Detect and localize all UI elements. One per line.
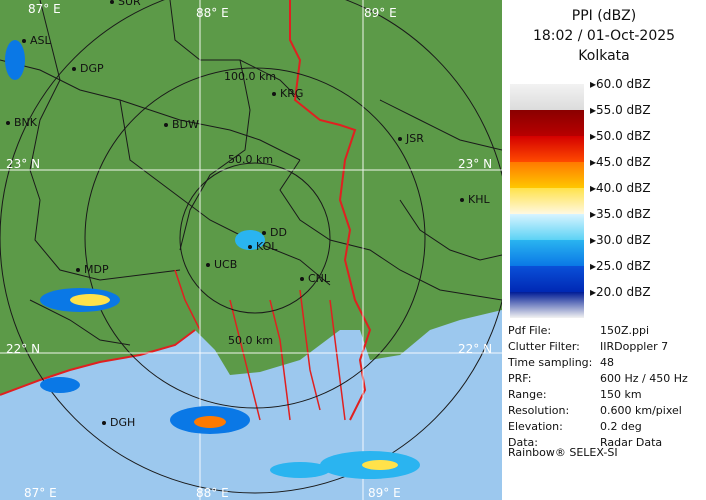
legend-swatch bbox=[510, 214, 584, 240]
lon-label-87-top: 87° E bbox=[28, 2, 61, 16]
lon-label-89-top: 89° E bbox=[364, 6, 397, 20]
city-krg: KRG bbox=[272, 87, 303, 100]
info-key: Data: bbox=[508, 436, 538, 449]
legend-swatch bbox=[510, 188, 584, 214]
ring-label-50km-south: 50.0 km bbox=[228, 334, 274, 347]
district-boundaries bbox=[0, 0, 502, 346]
city-bdw: BDW bbox=[164, 118, 199, 131]
info-key: Range: bbox=[508, 388, 547, 401]
city-dgh: DGH bbox=[102, 416, 135, 429]
city-ucb: UCB bbox=[206, 258, 237, 271]
city-cnl: CNL bbox=[300, 272, 330, 285]
city-kol: KOL bbox=[248, 240, 277, 253]
info-value: 600 Hz / 450 Hz bbox=[600, 372, 688, 385]
info-key: Pdf File: bbox=[508, 324, 552, 337]
lat-label-22-left: 22° N bbox=[6, 342, 41, 356]
city-asl: ASL bbox=[22, 34, 51, 47]
legend-label: ▸40.0 dBZ bbox=[590, 181, 651, 195]
info-row: Time sampling: 48 bbox=[508, 356, 614, 369]
lat-label-23-left: 23° N bbox=[6, 157, 41, 171]
legend-label: ▸60.0 dBZ bbox=[590, 77, 651, 91]
city-dgp: DGP bbox=[72, 62, 104, 75]
legend-panel: PPI (dBZ) 18:02 / 01-Oct-2025 Kolkata ▸6… bbox=[502, 0, 706, 500]
legend-label: ▸25.0 dBZ bbox=[590, 259, 651, 273]
info-value: 0.600 km/pixel bbox=[600, 404, 682, 417]
ring-label-50km-north: 50.0 km bbox=[228, 153, 274, 166]
legend-label: ▸45.0 dBZ bbox=[590, 155, 651, 169]
radar-map[interactable]: 87° E 88° E 89° E 23° N 23° N 22° N 22° … bbox=[0, 0, 502, 500]
legend-label: ▸50.0 dBZ bbox=[590, 129, 651, 143]
range-rings bbox=[0, 0, 502, 494]
info-row: Range: 150 km bbox=[508, 388, 642, 401]
info-key: PRF: bbox=[508, 372, 532, 385]
lon-label-87-bottom: 87° E bbox=[24, 486, 57, 500]
lat-label-22-right: 22° N bbox=[458, 342, 493, 356]
info-row: Resolution: 0.600 km/pixel bbox=[508, 404, 682, 417]
info-key: Clutter Filter: bbox=[508, 340, 580, 353]
city-bnk: BNK bbox=[6, 116, 37, 129]
international-border bbox=[289, 0, 372, 421]
legend-swatch bbox=[510, 292, 584, 318]
city-dd: DD bbox=[262, 226, 287, 239]
lon-label-88-bottom: 88° E bbox=[196, 486, 229, 500]
lon-label-88-top: 88° E bbox=[196, 6, 229, 20]
info-key: Resolution: bbox=[508, 404, 570, 417]
info-value: 150 km bbox=[600, 388, 642, 401]
info-row: Elevation: 0.2 deg bbox=[508, 420, 642, 433]
map-canvas bbox=[0, 0, 502, 500]
ring-label-100km: 100.0 km bbox=[224, 70, 277, 83]
legend-swatch bbox=[510, 240, 584, 266]
legend-label: ▸55.0 dBZ bbox=[590, 103, 651, 117]
vendor-footer: Rainbow® SELEX-SI bbox=[508, 446, 618, 459]
radar-echoes bbox=[5, 40, 420, 479]
info-value: Radar Data bbox=[600, 436, 663, 449]
city-jsr: JSR bbox=[398, 132, 424, 145]
info-value: 150Z.ppi bbox=[600, 324, 650, 337]
info-value: IIRDoppler 7 bbox=[600, 340, 669, 353]
info-row: Data: Radar Data bbox=[508, 436, 662, 449]
info-row: Pdf File: 150Z.ppi bbox=[508, 324, 649, 337]
lon-label-89-bottom: 89° E bbox=[368, 486, 401, 500]
city-sur: SUR bbox=[110, 0, 141, 8]
lat-label-23-right: 23° N bbox=[458, 157, 493, 171]
graticule bbox=[0, 0, 502, 500]
legend-swatch bbox=[510, 136, 584, 162]
legend-label: ▸35.0 dBZ bbox=[590, 207, 651, 221]
legend-label: ▸30.0 dBZ bbox=[590, 233, 651, 247]
legend-swatch bbox=[510, 266, 584, 292]
legend-swatch bbox=[510, 84, 584, 110]
info-value: 48 bbox=[600, 356, 614, 369]
legend-swatch bbox=[510, 162, 584, 188]
legend-swatch bbox=[510, 110, 584, 136]
station-name: Kolkata bbox=[578, 48, 630, 64]
info-key: Elevation: bbox=[508, 420, 563, 433]
timestamp: 18:02 / 01-Oct-2025 bbox=[532, 28, 676, 44]
info-key: Time sampling: bbox=[508, 356, 593, 369]
info-row: Clutter Filter: IIRDoppler 7 bbox=[508, 340, 668, 353]
product-title: PPI (dBZ) bbox=[571, 8, 637, 24]
info-row: PRF: 600 Hz / 450 Hz bbox=[508, 372, 688, 385]
coastline-west bbox=[0, 329, 196, 396]
delta-rivers bbox=[174, 269, 346, 421]
info-value: 0.2 deg bbox=[600, 420, 642, 433]
city-khl: KHL bbox=[460, 193, 490, 206]
city-mdp: MDP bbox=[76, 263, 109, 276]
legend-label: ▸20.0 dBZ bbox=[590, 285, 651, 299]
